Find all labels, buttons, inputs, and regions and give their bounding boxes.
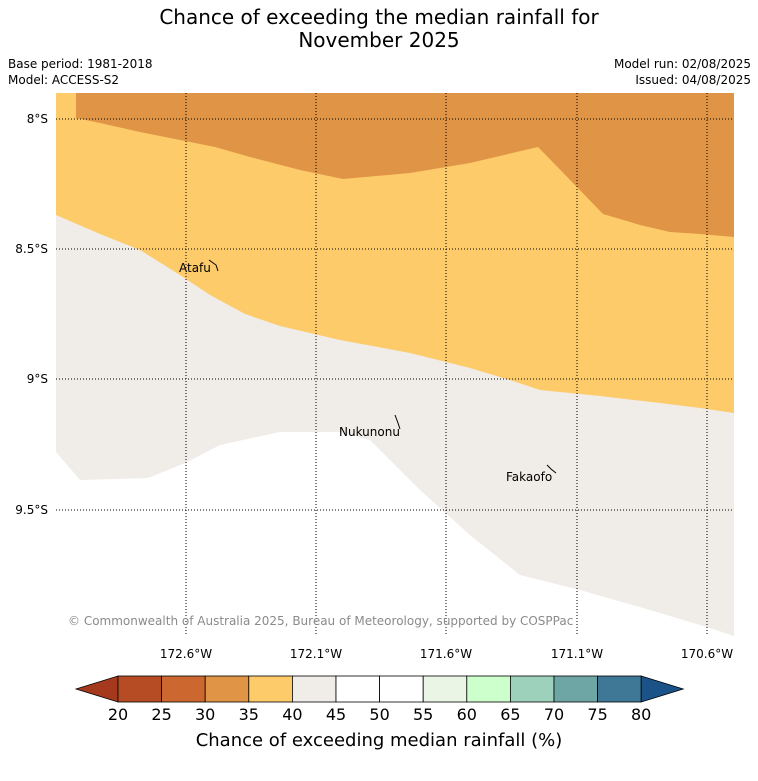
colorbar-segment xyxy=(379,675,424,703)
colorbar-segment xyxy=(161,675,206,703)
atolls xyxy=(208,259,557,474)
lat-label: 9.5°S xyxy=(15,503,48,517)
colorbar-segment xyxy=(466,675,511,703)
model-name: Model: ACCESS-S2 xyxy=(8,73,120,87)
colorbar-tick-label: 80 xyxy=(631,705,652,724)
lon-label: 171.6°W xyxy=(419,647,473,661)
lon-label: 171.1°W xyxy=(550,647,604,661)
colorbar-segment xyxy=(291,675,337,703)
info-left: Base period: 1981-2018 Model: ACCESS-S2 xyxy=(8,56,153,88)
issued-date: Issued: 04/08/2025 xyxy=(635,73,751,87)
map-title: Chance of exceeding the median rainfall … xyxy=(0,6,758,52)
colorbar-tick-label: 25 xyxy=(151,705,172,724)
base-period: Base period: 1981-2018 xyxy=(8,57,153,71)
place-label-nukunonu: Nukunonu xyxy=(339,425,400,439)
lat-label: 8.5°S xyxy=(15,242,48,256)
colorbar-tick-label: 45 xyxy=(325,705,347,724)
lon-label: 172.1°W xyxy=(289,647,343,661)
colorbar-extend-low xyxy=(74,675,119,703)
place-label-atafu: Atafu xyxy=(179,261,211,275)
colorbar-tick-label: 50 xyxy=(369,705,390,724)
copyright-credit: © Commonwealth of Australia 2025, Bureau… xyxy=(68,614,574,628)
colorbar-segment xyxy=(204,675,250,703)
map-panel xyxy=(56,93,734,636)
colorbar-segment xyxy=(422,675,468,703)
place-label-fakaofo: Fakaofo xyxy=(506,470,553,484)
colorbar-segment xyxy=(597,675,642,703)
lat-label: 9°S xyxy=(26,372,48,386)
colorbar-tick-label: 70 xyxy=(543,705,565,724)
info-right: Model run: 02/08/2025 Issued: 04/08/2025 xyxy=(614,56,751,88)
colorbar-tick-label: 40 xyxy=(282,705,303,724)
colorbar-tick-label: 55 xyxy=(413,705,434,724)
colorbar-label: Chance of exceeding median rainfall (%) xyxy=(195,730,563,751)
title-line-1: Chance of exceeding the median rainfall … xyxy=(159,5,599,29)
fakaofo-outline xyxy=(546,464,557,474)
nukunonu-outline xyxy=(394,414,401,430)
colorbar-tick-label: 65 xyxy=(500,705,521,724)
lon-label: 172.6°W xyxy=(159,647,213,661)
gridlines xyxy=(56,93,734,636)
colorbar-segment xyxy=(117,675,162,703)
colorbar-tick-label: 75 xyxy=(587,705,608,724)
lon-label: 170.6°W xyxy=(680,647,734,661)
colorbar-tick-label: 20 xyxy=(107,705,129,724)
colorbar-extend-high xyxy=(640,675,685,703)
atafu-outline xyxy=(208,259,219,272)
colorbar-segment xyxy=(248,675,293,703)
colorbar-segment xyxy=(509,675,555,703)
lat-label: 8°S xyxy=(26,112,48,126)
colorbar xyxy=(74,675,685,703)
colorbar-segment xyxy=(335,675,380,703)
colorbar-tick-label: 60 xyxy=(456,705,477,724)
title-line-2: November 2025 xyxy=(298,28,460,52)
model-run: Model run: 02/08/2025 xyxy=(613,57,751,71)
colorbar-segment xyxy=(553,675,598,703)
zone-30-35 xyxy=(76,93,734,237)
colorbar-tick-label: 30 xyxy=(195,705,216,724)
colorbar-tick-label: 35 xyxy=(238,705,259,724)
